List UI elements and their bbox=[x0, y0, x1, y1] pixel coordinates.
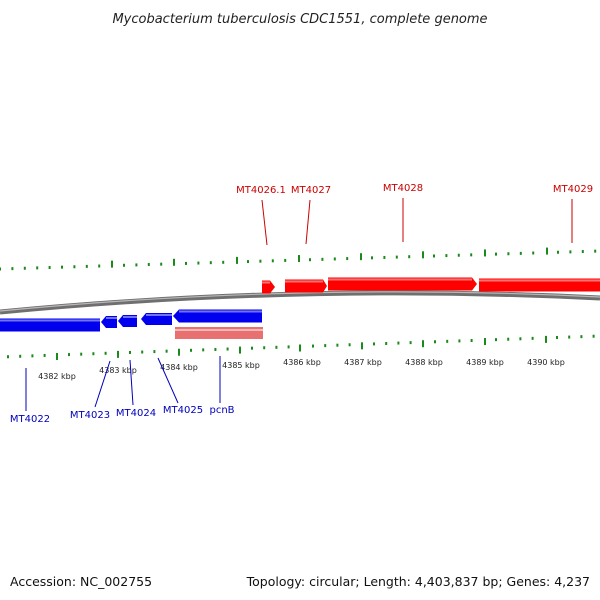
gene-label-MT4024[interactable]: MT4024 bbox=[116, 408, 156, 419]
gene-label-MT4025[interactable]: MT4025 bbox=[163, 405, 203, 416]
label-leader-line bbox=[261, 199, 268, 246]
forward-gene-MT4026.1[interactable] bbox=[262, 280, 275, 294]
gene-label-MT4028[interactable]: MT4028 bbox=[383, 183, 423, 194]
tick-label: 4387 kbp bbox=[344, 358, 382, 367]
label-leader-line bbox=[129, 359, 134, 406]
genome-backbone bbox=[0, 290, 600, 315]
reverse-gene-MT4022[interactable] bbox=[0, 318, 100, 332]
rna-feature[interactable] bbox=[175, 327, 263, 339]
accession-text: Accession: NC_002755 bbox=[10, 574, 152, 589]
tick-label: 4388 kbp bbox=[405, 358, 443, 367]
map-title: Mycobacterium tuberculosis CDC1551, comp… bbox=[112, 12, 487, 27]
tick-marks-outer bbox=[0, 247, 597, 271]
tick-label: 4389 kbp bbox=[466, 358, 504, 367]
label-leader-line bbox=[305, 199, 311, 245]
forward-gene-MT4028[interactable] bbox=[328, 277, 477, 291]
tick-label: 4382 kbp bbox=[38, 372, 76, 381]
tick-label: 4390 kbp bbox=[527, 358, 565, 367]
gene-label-MT4026.1[interactable]: MT4026.1 bbox=[236, 185, 286, 196]
reverse-gene-pcnB[interactable] bbox=[173, 309, 262, 323]
tick-label: 4385 kbp bbox=[222, 361, 260, 370]
gene-label-MT4022[interactable]: MT4022 bbox=[10, 414, 50, 425]
label-leader-line bbox=[157, 357, 179, 404]
forward-gene-MT4027[interactable] bbox=[285, 279, 327, 293]
reverse-gene-MT4025[interactable] bbox=[141, 313, 172, 325]
tick-label: 4384 kbp bbox=[160, 363, 198, 372]
gene-label-pcnB[interactable]: pcnB bbox=[209, 405, 234, 416]
reverse-gene-MT4023[interactable] bbox=[101, 316, 117, 328]
gene-label-MT4023[interactable]: MT4023 bbox=[70, 410, 110, 421]
tick-marks-inner bbox=[7, 334, 595, 361]
gene-label-MT4027[interactable]: MT4027 bbox=[291, 185, 331, 196]
tick-label: 4383 kbp bbox=[99, 366, 137, 375]
reverse-gene-MT4024[interactable] bbox=[118, 315, 137, 327]
label-leader-line bbox=[94, 360, 111, 408]
forward-gene-MT4029[interactable] bbox=[479, 278, 600, 292]
tick-label: 4386 kbp bbox=[283, 358, 321, 367]
gene-label-MT4029[interactable]: MT4029 bbox=[553, 184, 593, 195]
genome-summary-text: Topology: circular; Length: 4,403,837 bp… bbox=[246, 574, 590, 589]
